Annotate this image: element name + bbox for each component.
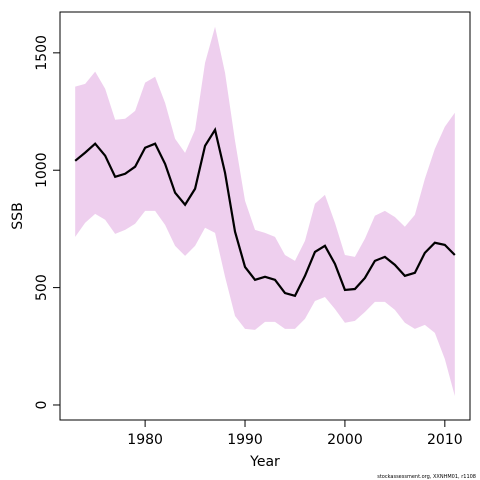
y-tick-label: 1000: [34, 152, 50, 188]
x-axis-label: Year: [249, 454, 280, 470]
ssb-line: [74, 127, 456, 298]
y-tick-label: 1500: [34, 35, 50, 71]
x-tick-label: 1980: [127, 432, 163, 448]
plot-frame: [59, 11, 471, 421]
confidence-band: [75, 26, 455, 397]
x-tick-label: 2000: [327, 432, 363, 448]
x-tick-label: 2010: [427, 432, 463, 448]
footnote: stockassessment.org, XXNHM01, r1108: [377, 474, 476, 480]
x-tick-label: 1990: [227, 432, 263, 448]
y-tick-label: 0: [34, 401, 50, 410]
y-tick-label: 500: [34, 274, 50, 301]
y-axis-label: SSB: [10, 202, 26, 229]
